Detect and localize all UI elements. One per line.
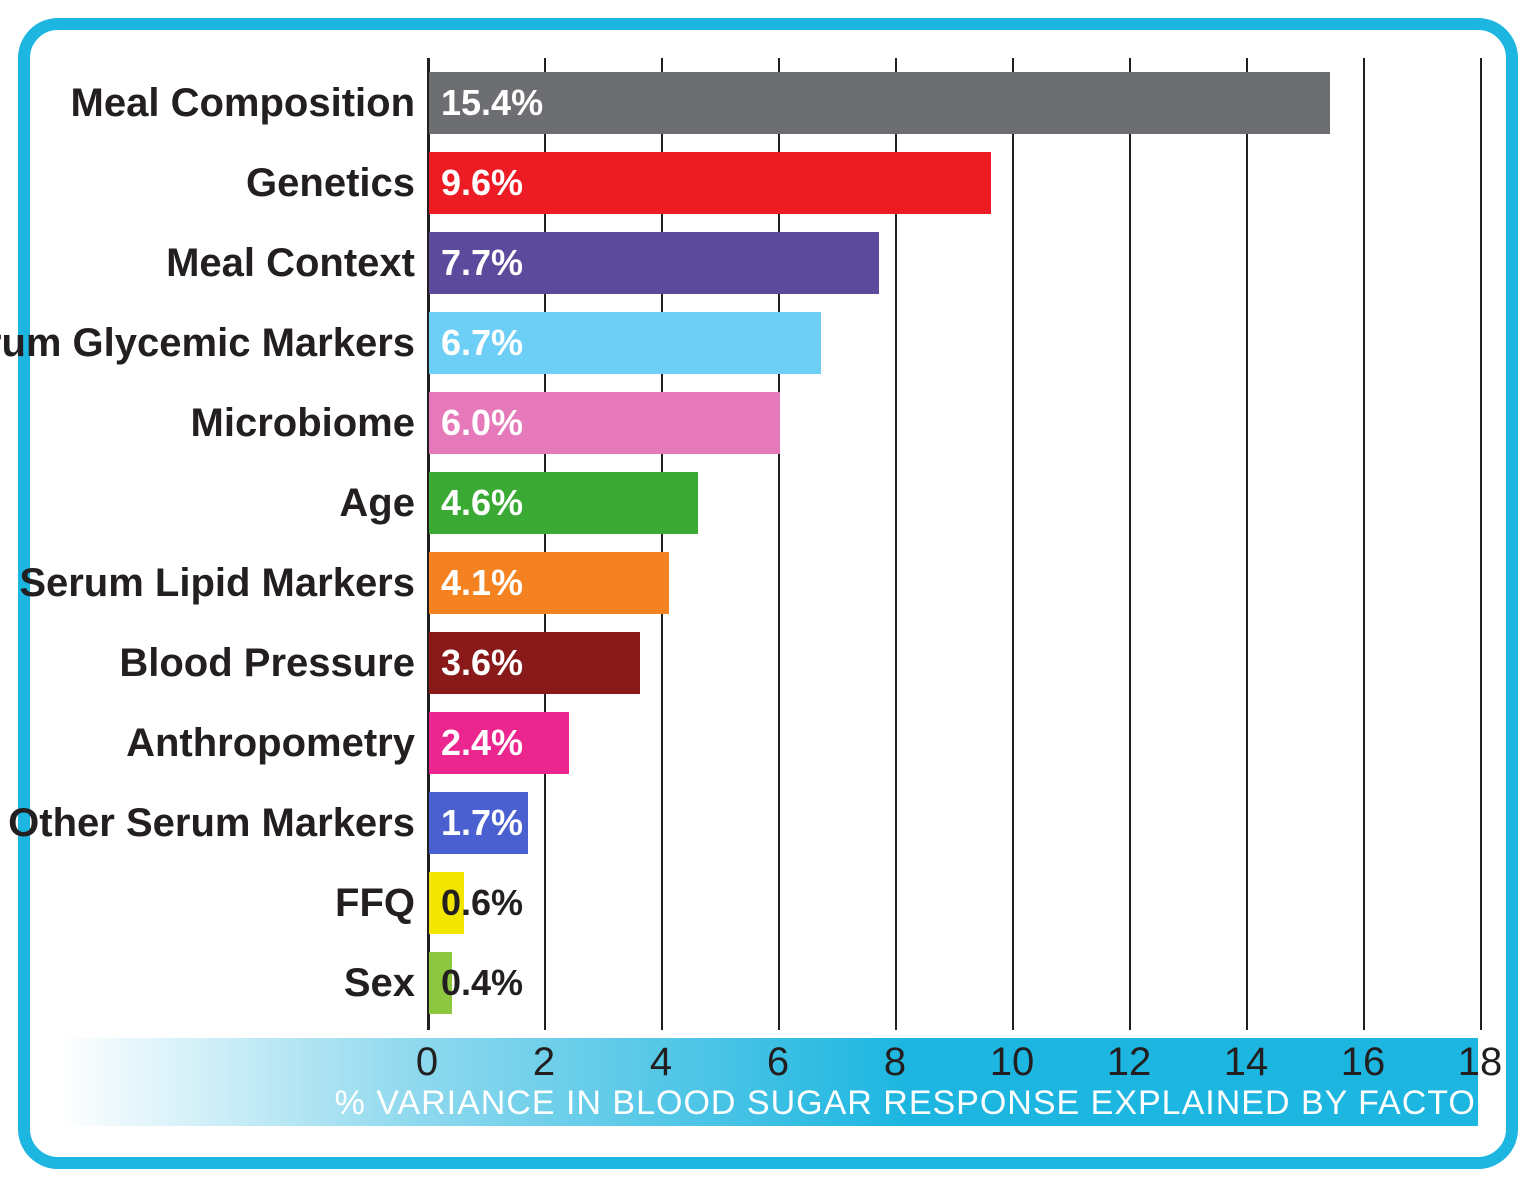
bar: FFQ0.6%	[429, 872, 464, 934]
x-tick-label: 4	[650, 1040, 672, 1085]
bar-value-label: 9.6%	[441, 152, 523, 214]
bar-category-label: Genetics	[246, 152, 415, 214]
bar-value-label: 6.0%	[441, 392, 523, 454]
bar-value-label: 0.4%	[441, 952, 523, 1014]
bar-category-label: FFQ	[335, 872, 415, 934]
bar-category-label: Meal Context	[166, 232, 415, 294]
x-axis-title: % VARIANCE IN BLOOD SUGAR RESPONSE EXPLA…	[30, 1084, 1506, 1123]
grid-line	[1129, 58, 1131, 1030]
bar: Age4.6%	[429, 472, 698, 534]
grid-line	[1246, 58, 1248, 1030]
x-tick-label: 14	[1224, 1040, 1269, 1085]
x-tick-label: 6	[767, 1040, 789, 1085]
bar-category-label: Meal Composition	[71, 72, 415, 134]
bar-category-label: Microbiome	[191, 392, 415, 454]
bar-value-label: 4.1%	[441, 552, 523, 614]
bar-value-label: 15.4%	[441, 72, 543, 134]
bar-category-label: Blood Pressure	[119, 632, 415, 694]
bar: Blood Pressure3.6%	[429, 632, 640, 694]
bar-value-label: 4.6%	[441, 472, 523, 534]
bar: Serum Lipid Markers4.1%	[429, 552, 669, 614]
bar-value-label: 6.7%	[441, 312, 523, 374]
bar: Genetics9.6%	[429, 152, 991, 214]
x-tick-label: 8	[884, 1040, 906, 1085]
bar-category-label: Sex	[344, 952, 415, 1014]
grid-line	[1012, 58, 1014, 1030]
chart-plot-area: % VARIANCE IN BLOOD SUGAR RESPONSE EXPLA…	[30, 30, 1506, 1157]
bar-value-label: 1.7%	[441, 792, 523, 854]
x-tick-label: 12	[1107, 1040, 1152, 1085]
grid-line	[1363, 58, 1365, 1030]
bar-value-label: 2.4%	[441, 712, 523, 774]
bar: Anthropometry2.4%	[429, 712, 569, 774]
bar-category-label: Serum Lipid Markers	[19, 552, 415, 614]
bar-value-label: 0.6%	[441, 872, 523, 934]
x-tick-label: 10	[990, 1040, 1035, 1085]
bar-category-label: Age	[339, 472, 415, 534]
bar-category-label: Serum Glycemic Markers	[0, 312, 415, 374]
bar-value-label: 3.6%	[441, 632, 523, 694]
grid-line	[1480, 58, 1482, 1030]
bar: Serum Glycemic Markers6.7%	[429, 312, 821, 374]
bar: Microbiome6.0%	[429, 392, 780, 454]
bar: Sex0.4%	[429, 952, 452, 1014]
bar: Meal Context7.7%	[429, 232, 879, 294]
x-tick-label: 0	[416, 1040, 438, 1085]
x-tick-label: 18	[1458, 1040, 1503, 1085]
bar-category-label: Anthropometry	[126, 712, 415, 774]
bar: Meal Composition15.4%	[429, 72, 1330, 134]
bar-category-label: Other Serum Markers	[8, 792, 415, 854]
bar-value-label: 7.7%	[441, 232, 523, 294]
x-tick-label: 16	[1341, 1040, 1386, 1085]
chart-frame: % VARIANCE IN BLOOD SUGAR RESPONSE EXPLA…	[18, 18, 1518, 1169]
bar: Other Serum Markers1.7%	[429, 792, 528, 854]
x-tick-label: 2	[533, 1040, 555, 1085]
